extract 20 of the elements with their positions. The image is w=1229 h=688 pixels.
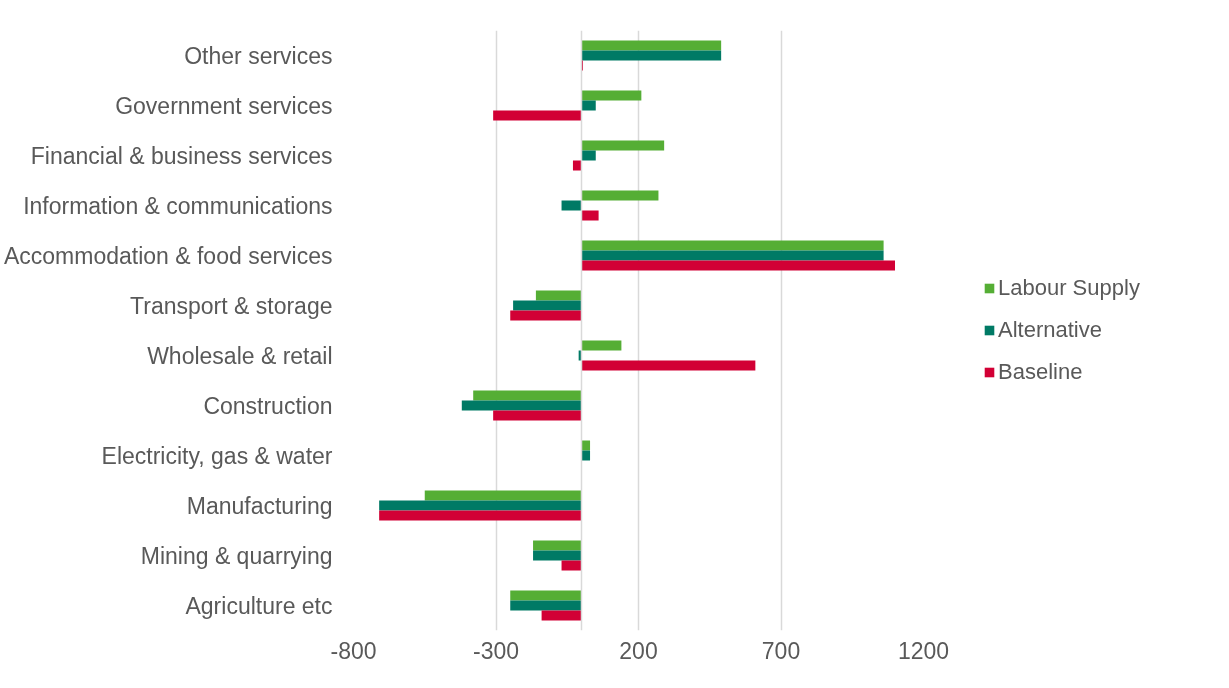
- x-tick-label: 200: [619, 637, 658, 664]
- y-tick-label: Wholesale & retail: [147, 342, 333, 369]
- y-tick-label: Electricity, gas & water: [101, 442, 333, 469]
- y-tick-label: Agriculture etc: [185, 592, 333, 619]
- legend-label: Alternative: [998, 317, 1102, 343]
- x-tick-label: -300: [472, 637, 520, 664]
- y-tick-label: Construction: [203, 392, 333, 419]
- y-tick-label: Financial & business services: [30, 142, 333, 169]
- y-tick-label: Transport & storage: [130, 292, 333, 319]
- legend-label: Baseline: [998, 359, 1083, 385]
- y-tick-label: Mining & quarrying: [140, 542, 333, 569]
- legend-label: Labour Supply: [998, 275, 1140, 301]
- y-tick-label: Manufacturing: [186, 492, 333, 519]
- y-tick-label: Other services: [184, 42, 333, 69]
- x-tick-label: 1200: [897, 637, 950, 664]
- y-tick-label: Information & communications: [23, 192, 333, 219]
- y-tick-label: Accommodation & food services: [3, 242, 333, 269]
- y-tick-label: Government services: [115, 92, 333, 119]
- x-tick-label: -800: [330, 637, 377, 664]
- x-tick-label: 700: [761, 637, 801, 664]
